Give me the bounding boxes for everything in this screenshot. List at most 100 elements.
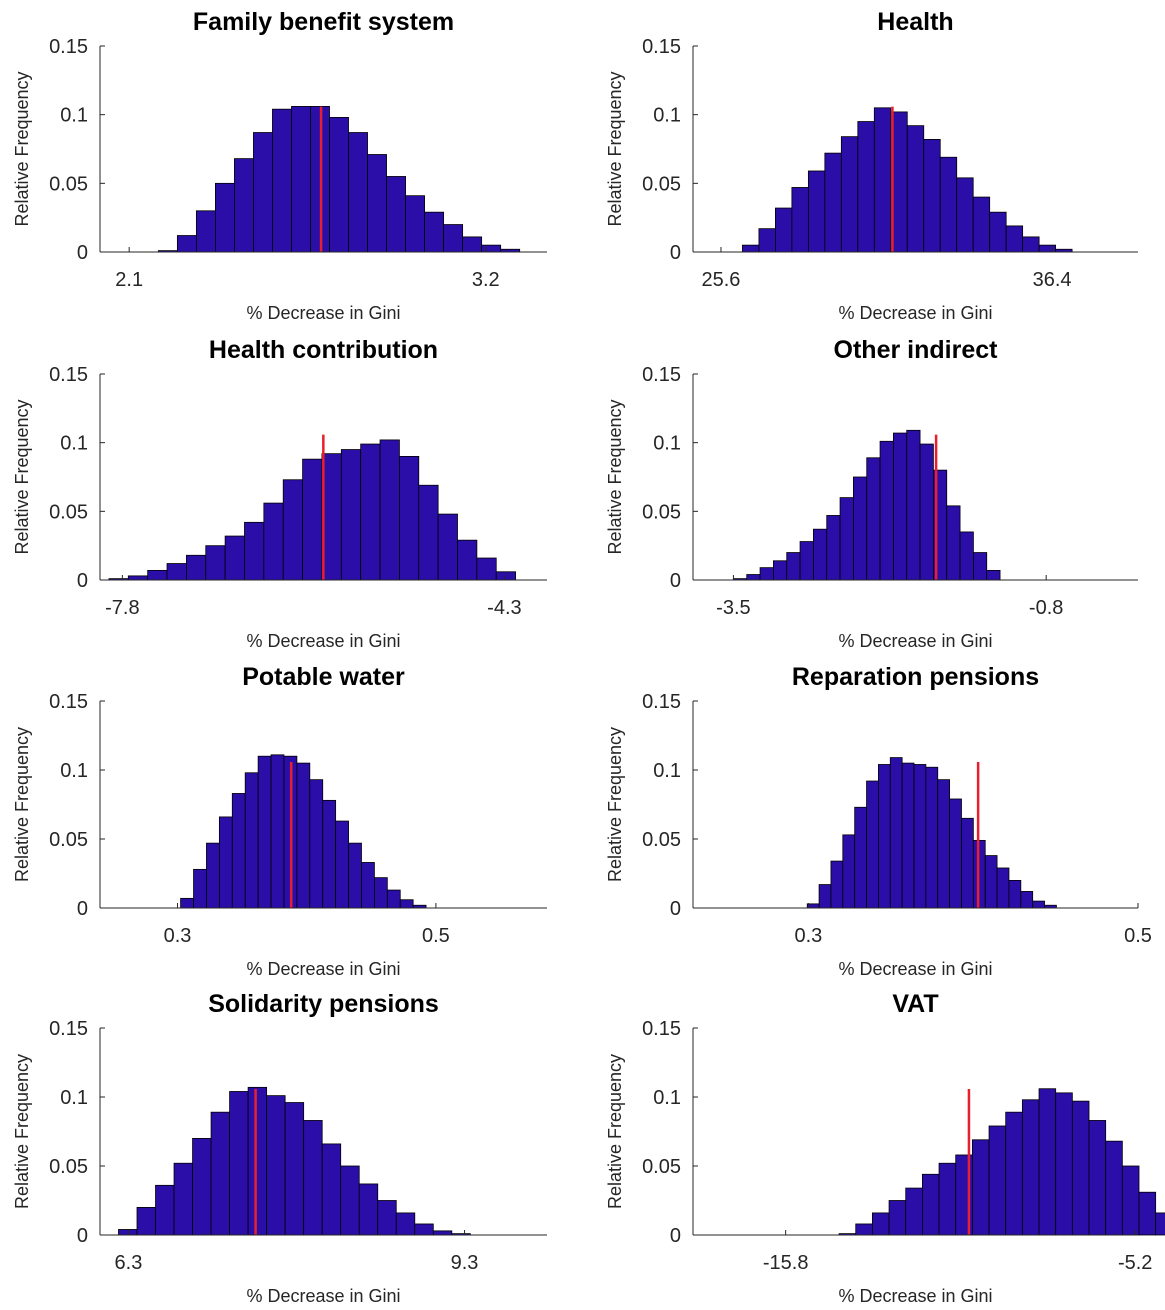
histogram-bar <box>889 757 903 909</box>
histogram-bar <box>1121 1165 1140 1236</box>
chart-title: Potable water <box>242 663 405 691</box>
histogram-bar <box>892 432 908 581</box>
y-axis-label: Relative Frequency <box>605 71 625 226</box>
histogram-bar <box>905 1187 923 1236</box>
x-axis-label: % Decrease in Gini <box>246 631 400 651</box>
histogram-bar <box>949 798 962 909</box>
y-tick-label: 0.05 <box>49 1156 88 1178</box>
histogram-bar <box>291 106 311 253</box>
histogram-bar <box>224 535 245 581</box>
y-tick-label: 0 <box>670 898 681 920</box>
chart-panel: Reparation pensions 0 0.05 0.1 0.15 0.3 0.5 % D… <box>605 663 1152 979</box>
y-axis-label: Relative Frequency <box>605 1054 625 1209</box>
histogram-bar <box>244 772 259 909</box>
y-tick-label: 0.15 <box>49 364 88 386</box>
histogram-bar <box>939 156 958 253</box>
histogram-bar <box>873 107 892 253</box>
histogram-bar <box>937 779 951 909</box>
y-tick-label: 0 <box>77 898 88 920</box>
histogram-bar <box>775 207 793 253</box>
histogram-bar <box>1032 900 1045 909</box>
y-tick-label: 0.15 <box>642 36 681 58</box>
histogram-bar <box>360 443 381 581</box>
histogram-bar <box>872 1212 890 1236</box>
histogram-bar <box>759 567 774 581</box>
histogram-bar <box>1071 1100 1090 1236</box>
chart-title: Other indirect <box>834 336 999 364</box>
histogram-bar <box>303 1120 323 1236</box>
x-tick-label: -15.8 <box>763 1252 809 1274</box>
x-axis-label: % Decrease in Gini <box>246 303 400 323</box>
histogram-bar <box>901 762 915 909</box>
y-tick-label: 0.1 <box>653 760 681 782</box>
y-tick-label: 0 <box>77 242 88 264</box>
y-axis-label: Relative Frequency <box>12 727 32 882</box>
y-tick-label: 0 <box>77 570 88 592</box>
x-tick-label: 25.6 <box>702 269 741 291</box>
histogram-bar <box>270 754 285 909</box>
y-tick-label: 0.1 <box>60 105 88 127</box>
histogram-bar <box>495 571 516 581</box>
y-tick-label: 0 <box>77 1225 88 1247</box>
histogram-bar <box>348 132 368 253</box>
histogram-bar <box>386 176 406 253</box>
y-tick-label: 0.1 <box>60 760 88 782</box>
x-tick-label: -0.8 <box>1029 597 1063 619</box>
histogram-bar <box>866 780 879 909</box>
histogram-bar <box>284 1102 305 1236</box>
histogram-bar <box>462 236 483 253</box>
x-tick-label: -7.8 <box>105 597 139 619</box>
histogram-bar <box>481 244 502 253</box>
chart-panel: Health contribution 0 0.05 0.1 0.15 -7.8 -4.3%… <box>12 336 547 651</box>
histogram-bar <box>773 560 788 581</box>
histogram-bar <box>432 1230 453 1236</box>
histogram-bar <box>136 1207 156 1236</box>
histogram-bar <box>399 455 420 581</box>
histogram-bar <box>340 449 362 581</box>
histogram-bar <box>906 429 921 581</box>
histogram-bar <box>321 1143 342 1236</box>
y-tick-label: 0.05 <box>49 173 88 195</box>
histogram-bar <box>913 764 927 909</box>
chart-title: Health <box>877 8 953 36</box>
histogram-bar <box>424 211 445 253</box>
histogram-bar <box>395 1212 416 1236</box>
histogram-bar <box>1022 236 1040 253</box>
y-tick-label: 0.1 <box>653 433 681 455</box>
histogram-bar <box>231 793 246 909</box>
histogram-bar <box>272 108 292 253</box>
histogram-bar <box>309 779 324 909</box>
histogram-bar <box>193 868 207 909</box>
histogram-bar <box>405 195 425 253</box>
y-tick-label: 0.1 <box>653 1087 681 1109</box>
x-axis-label: % Decrease in Gini <box>838 631 992 651</box>
histogram-bar <box>257 755 272 909</box>
histogram-bar <box>1038 1088 1057 1236</box>
histogram-bar <box>919 443 934 581</box>
histogram-bar <box>302 458 323 581</box>
histogram-bar <box>1005 1111 1023 1236</box>
y-axis-label: Relative Frequency <box>605 399 625 554</box>
x-tick-label: 3.2 <box>472 269 500 291</box>
histogram-bar <box>361 862 375 909</box>
histogram-bar <box>921 1173 940 1236</box>
histogram-bar <box>818 884 832 909</box>
histogram-bar <box>358 1183 379 1236</box>
histogram-bar <box>1155 1212 1165 1236</box>
histogram-bar <box>840 136 859 253</box>
histogram-bar <box>296 762 311 909</box>
x-axis-label: % Decrease in Gini <box>246 1286 400 1306</box>
x-tick-label: -4.3 <box>487 597 521 619</box>
histogram-bar <box>147 569 168 581</box>
histogram-bar <box>399 899 414 909</box>
chart-title: Family benefit system <box>193 8 454 36</box>
histogram-bar <box>925 766 939 909</box>
x-tick-label: -3.5 <box>716 597 750 619</box>
y-tick-label: 0.15 <box>642 691 681 713</box>
histogram-bar <box>791 187 809 253</box>
histogram-bar <box>322 799 337 909</box>
histogram-bar <box>205 545 226 581</box>
histogram-bar <box>956 177 974 253</box>
histogram-bar <box>852 476 868 581</box>
histogram-bar <box>799 541 814 581</box>
